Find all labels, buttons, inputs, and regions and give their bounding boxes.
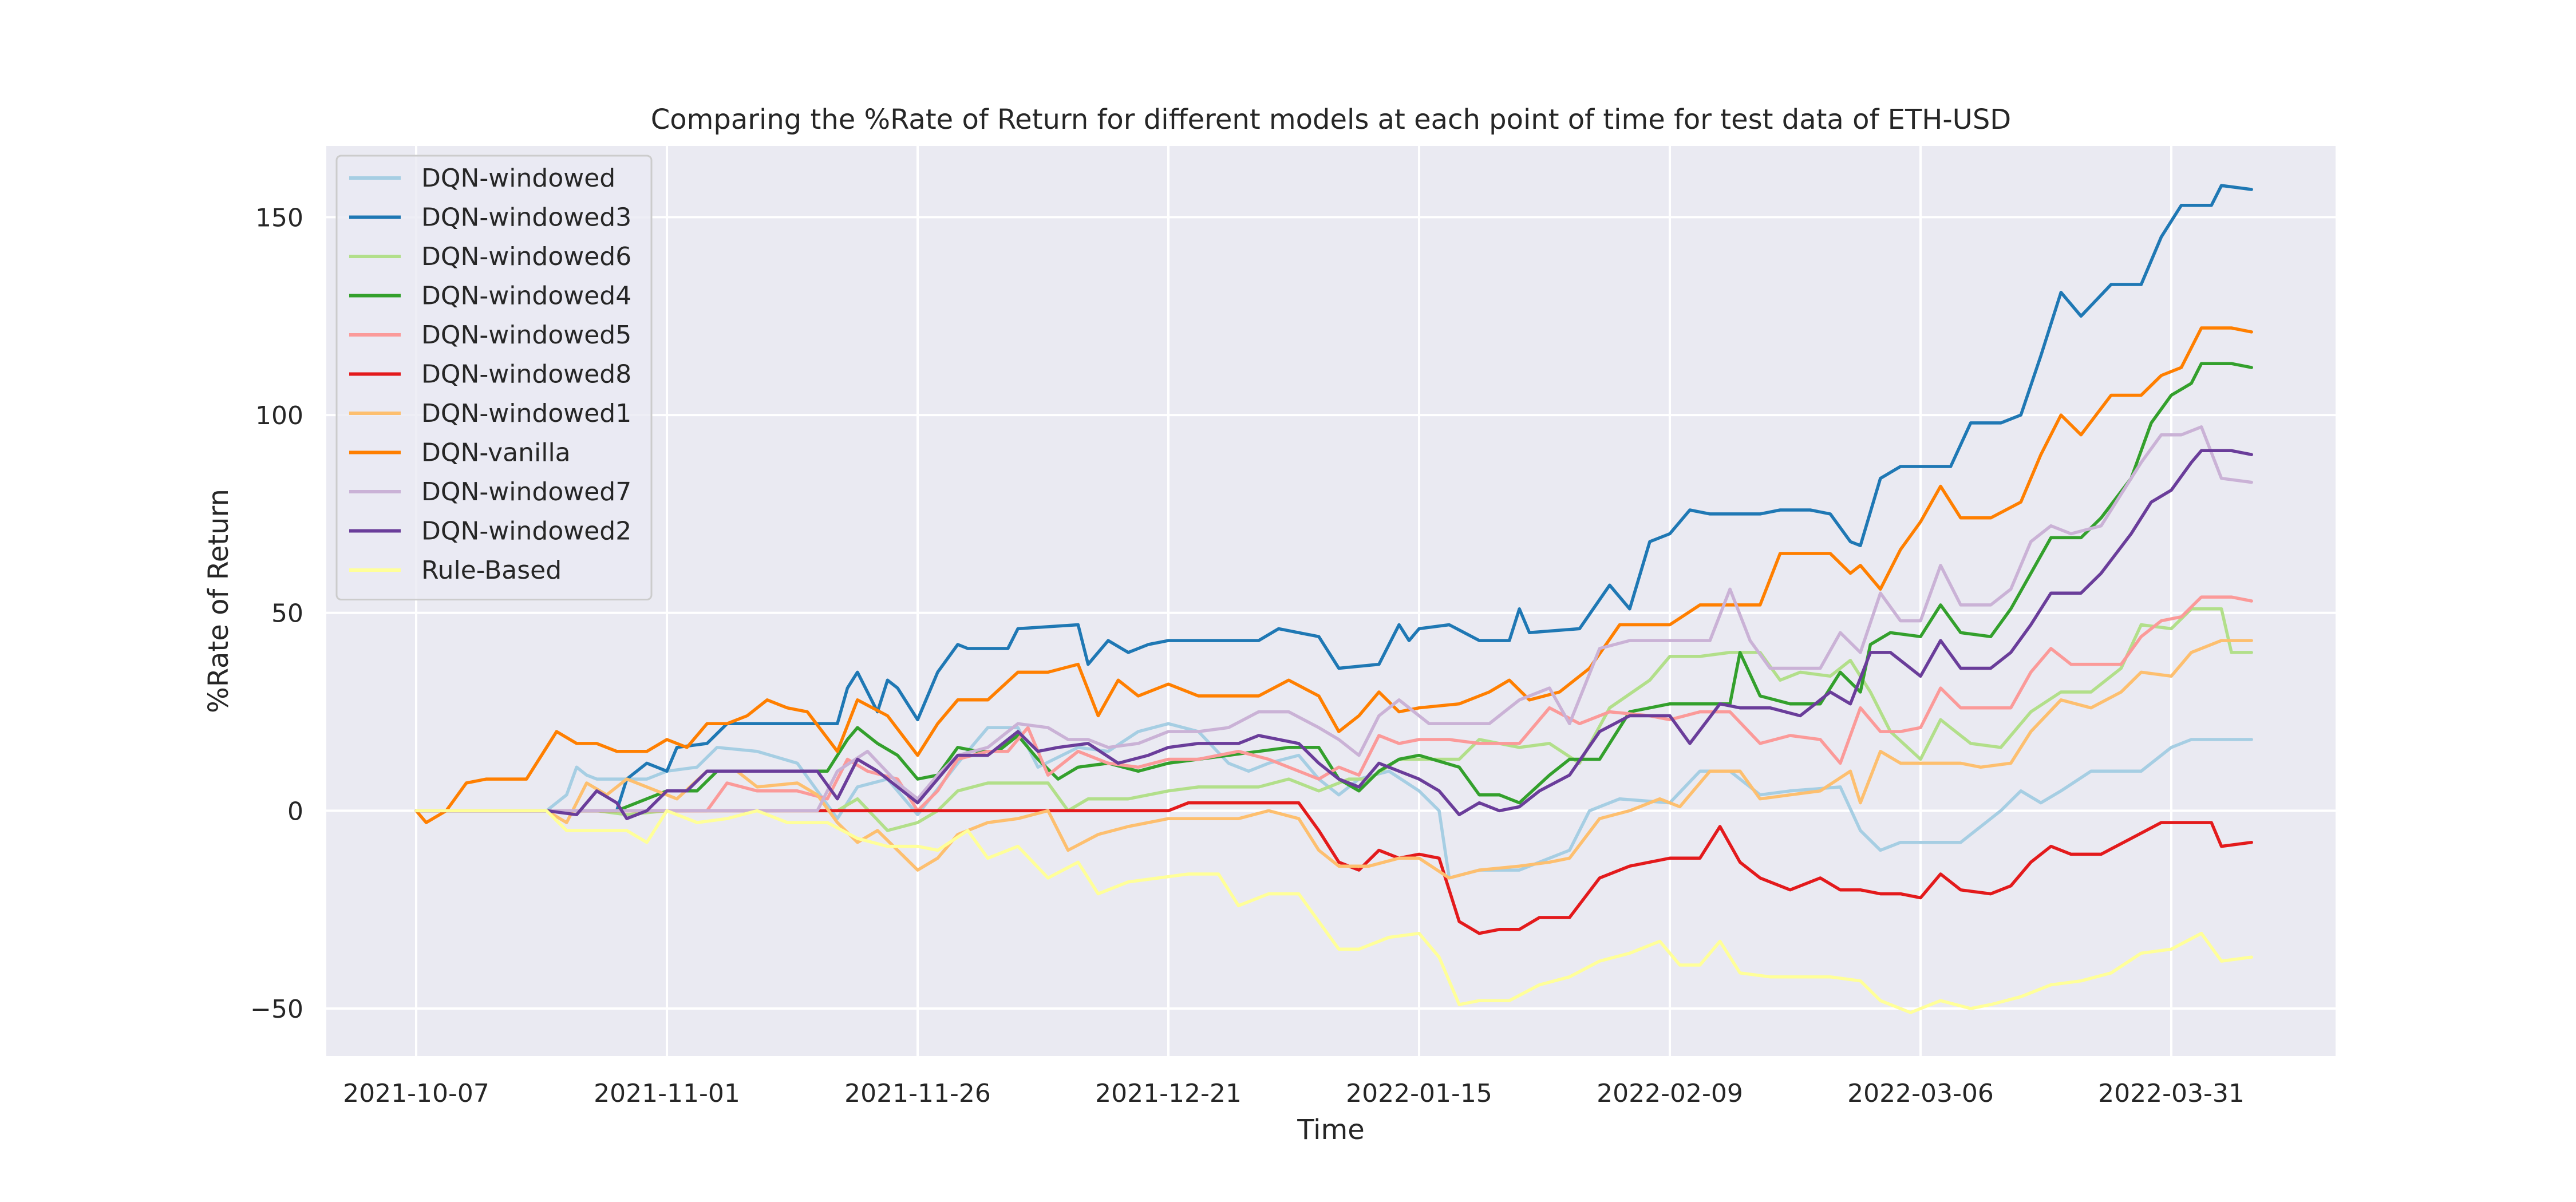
legend-label: DQN-windowed4: [421, 282, 631, 311]
x-tick-label: 2021-12-21: [1095, 1079, 1242, 1108]
series-line-dqn-windowed6: [414, 607, 2253, 832]
series-line-dqn-windowed1: [414, 639, 2253, 880]
legend-label: Rule-Based: [421, 556, 562, 585]
legend-label: DQN-windowed7: [421, 477, 631, 507]
y-tick-label: 100: [255, 401, 303, 430]
legend-label: DQN-windowed: [421, 164, 615, 193]
legend-label: DQN-vanilla: [421, 438, 571, 468]
x-tick-label: 2021-11-01: [594, 1079, 740, 1108]
y-tick-label: 150: [255, 203, 303, 232]
legend-label: DQN-windowed8: [421, 360, 631, 389]
series-lines: [414, 184, 2253, 1014]
y-tick-label: 50: [271, 599, 303, 628]
series-line-dqn-vanilla: [414, 326, 2253, 824]
legend-label: DQN-windowed2: [421, 517, 631, 546]
chart-title: Comparing the %Rate of Return for differ…: [651, 104, 2012, 136]
series-line-dqn-windowed4: [414, 362, 2253, 813]
x-tick-label: 2022-02-09: [1597, 1079, 1743, 1108]
legend-label: DQN-windowed6: [421, 242, 631, 271]
plot-area: [326, 146, 2336, 1056]
legend: DQN-windowed DQN-windowed3 DQN-windowed6 DQ…: [335, 155, 653, 600]
grid: [326, 146, 2336, 1056]
x-tick-label: 2022-03-31: [2098, 1079, 2245, 1108]
legend-box: [335, 155, 653, 600]
series-line-rule-based: [414, 809, 2253, 1014]
series-line-dqn-windowed8: [414, 801, 2253, 935]
y-tick-label: −50: [250, 995, 303, 1024]
legend-label: DQN-windowed5: [421, 321, 631, 350]
y-tick-label: 0: [287, 797, 303, 826]
x-axis-ticks: 2021-10-07 2021-11-01 2021-11-26 2021-12-21…: [343, 1079, 2245, 1108]
x-tick-label: 2021-10-07: [343, 1079, 489, 1108]
x-axis-label: Time: [1297, 1114, 1364, 1146]
series-line-dqn-windowed: [414, 722, 2253, 880]
y-axis-label: %Rate of Return: [203, 489, 235, 713]
series-line-dqn-windowed3: [414, 184, 2253, 813]
series-line-dqn-windowed2: [414, 449, 2253, 820]
legend-label: DQN-windowed3: [421, 203, 631, 232]
legend-label: DQN-windowed1: [421, 399, 631, 428]
x-tick-label: 2022-03-06: [1847, 1079, 1994, 1108]
x-tick-label: 2022-01-15: [1346, 1079, 1492, 1108]
series-line-dqn-windowed7: [414, 425, 2253, 813]
y-axis-ticks: −50 0 50 100 150: [250, 203, 303, 1024]
x-tick-label: 2021-11-26: [844, 1079, 991, 1108]
